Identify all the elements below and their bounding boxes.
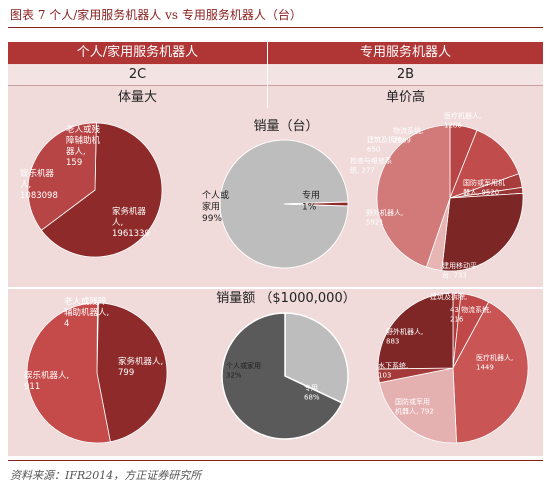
figure-title: 图表 7 个人/家用服务机器人 vs 专用服务机器人（台） [10, 8, 302, 22]
pie-slice-personal-volume-2 [40, 122, 163, 258]
left-code: 2C [8, 65, 267, 86]
chart-title-sales-share: 销量额 （$1000,000） [216, 291, 355, 306]
slice-label-professional-sales-2: 43 物流系统, 216 [450, 305, 491, 324]
slice-label-personal-volume-2: 家务机器人, 1961339 [112, 206, 150, 239]
pie-slice-volume-share-2 [283, 201, 349, 207]
pie-sales-share: 个人或家用 32% 专用 68% 销量额 （$1000,000） [216, 291, 356, 440]
slice-label-professional-volume-6: 建用移动平台, 733 [442, 261, 477, 280]
slice-label-professional-sales-1: 建筑及拆除, [430, 292, 467, 301]
pie-personal-sales: 老人或残障辅助机器人, 4 家务机器人, 799 娱乐机器人, 911 [24, 296, 168, 444]
pie-slice-personal-volume-3 [27, 122, 97, 231]
pie-professional-sales: 建筑及拆除, 43 物流系统, 216 医疗机器人, 1449 国防或军用机器人, 792… [377, 292, 529, 444]
slice-label-personal-sales-3: 娱乐机器人, 911 [24, 370, 69, 392]
pie-slice-sales-share-1 [284, 312, 349, 404]
pie-slice-sales-share-2 [221, 312, 343, 440]
pie-slice-professional-volume-2 [449, 129, 520, 199]
right-feature: 单价高 [385, 90, 425, 105]
top-rule [8, 27, 543, 28]
slice-label-professional-sales-6: 野外机器人, 883 [386, 327, 423, 346]
bottom-rule [8, 460, 543, 461]
slice-label-volume-share-1: 个人或家用 99% [202, 189, 229, 224]
pie-slice-professional-volume-7 [376, 124, 451, 268]
slice-label-professional-volume-1: 医疗机器人, 1286 [444, 111, 481, 130]
slice-label-professional-sales-4: 国防或军用机器人, 792 [395, 397, 434, 416]
slice-label-professional-volume-4: 检查与维修系统, 277 [350, 156, 392, 175]
slice-label-professional-volume-7: 国防或军用机器人, 9520 [463, 178, 505, 197]
pie-slice-professional-sales-6 [377, 292, 454, 370]
pie-slice-professional-sales-3 [452, 301, 529, 444]
pie-slice-personal-sales-2 [96, 302, 168, 443]
slice-label-personal-sales-2: 家务机器人, 799 [118, 356, 163, 378]
pie-slice-professional-volume-5 [441, 192, 524, 272]
slice-label-professional-volume-2: 物流系统, 2889 [393, 126, 423, 145]
source-note: 资料来源：IFR2014，方正证券研究所 [10, 469, 202, 482]
slice-label-sales-share-1: 个人或家用 32% [226, 361, 261, 380]
slice-label-professional-sales-3: 医疗机器人, 1449 [476, 353, 513, 372]
right-code: 2B [268, 65, 543, 86]
pie-personal-volume: 老人或残障辅助机器人, 159 家务机器人, 1961339 娱乐机器人, 1083098 [20, 122, 163, 258]
left-feature: 体量大 [117, 90, 157, 105]
slice-label-personal-volume-3: 娱乐机器人, 1083098 [20, 168, 58, 201]
chart-title-volume-share: 销量（台） [253, 119, 318, 134]
slice-label-volume-share-2: 专用 1% [302, 189, 320, 213]
slice-label-sales-share-2: 专用 68% [304, 383, 320, 402]
column-divider [267, 42, 268, 108]
slice-label-professional-sales-5: 水下系统, 103 [378, 361, 408, 380]
slice-label-personal-sales-1: 老人或残障辅助机器人, 4 [64, 296, 109, 329]
pie-slice-personal-sales-3 [26, 302, 111, 444]
pie-slice-professional-sales-4 [378, 367, 457, 444]
slice-label-professional-volume-5: 野外机器人, 5921 [366, 208, 403, 227]
pie-volume-share: 个人或家用 99% 专用 1% 销量（台） [202, 119, 349, 269]
right-header: 专用服务机器人 [268, 42, 543, 64]
left-header: 个人/家用服务机器人 [8, 42, 267, 64]
slice-label-personal-volume-1: 老人或残障辅助机器人, 159 [66, 124, 101, 168]
slice-label-professional-volume-3: 建筑及拆除, 650 [367, 135, 404, 154]
